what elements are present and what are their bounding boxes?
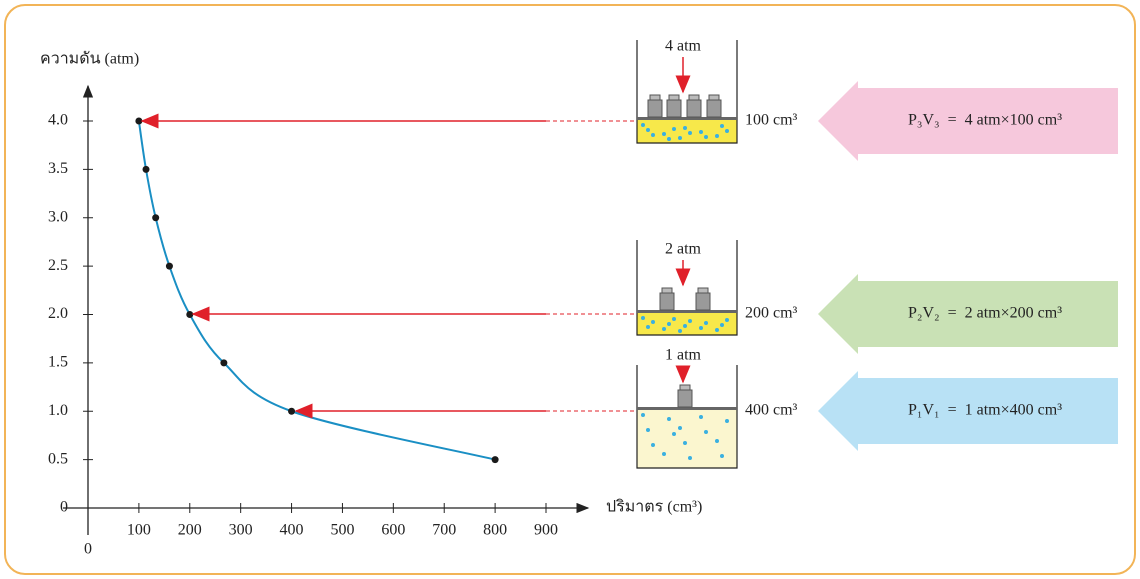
y-tick-label: 3.5 bbox=[48, 160, 68, 177]
molecule bbox=[720, 323, 724, 327]
molecule bbox=[646, 128, 650, 132]
weight bbox=[667, 100, 681, 117]
molecule bbox=[699, 415, 703, 419]
molecule bbox=[667, 322, 671, 326]
molecule bbox=[720, 124, 724, 128]
molecule bbox=[678, 136, 682, 140]
molecule bbox=[667, 417, 671, 421]
molecule bbox=[725, 318, 729, 322]
y-tick-label: 2.5 bbox=[48, 257, 68, 274]
x-tick-label: 500 bbox=[330, 522, 354, 539]
molecule bbox=[651, 443, 655, 447]
weight-cap bbox=[689, 95, 699, 100]
molecule bbox=[699, 130, 703, 134]
pressure-label: 1 atm bbox=[665, 347, 702, 364]
molecule bbox=[641, 123, 645, 127]
molecule bbox=[715, 134, 719, 138]
weight-cap bbox=[662, 288, 672, 293]
molecule bbox=[688, 456, 692, 460]
data-point bbox=[135, 118, 142, 125]
molecule bbox=[715, 328, 719, 332]
x-tick-label: 600 bbox=[381, 522, 405, 539]
weight bbox=[678, 390, 692, 407]
molecule bbox=[662, 132, 666, 136]
molecule bbox=[646, 428, 650, 432]
y-tick-label: 0 bbox=[60, 499, 68, 516]
weight bbox=[648, 100, 662, 117]
molecule bbox=[688, 319, 692, 323]
weight-cap bbox=[709, 95, 719, 100]
molecule bbox=[678, 329, 682, 333]
weight-cap bbox=[680, 385, 690, 390]
y-axis-label: ความดัน (atm) bbox=[40, 51, 139, 68]
y-tick-label: 0.5 bbox=[48, 450, 68, 467]
equation: P₁V₁ = 1 atm×400 cm³ bbox=[908, 402, 1062, 419]
x-tick-label: 200 bbox=[178, 522, 202, 539]
molecule bbox=[688, 131, 692, 135]
molecule bbox=[672, 432, 676, 436]
volume-label: 400 cm³ bbox=[745, 402, 798, 419]
weight bbox=[707, 100, 721, 117]
x-tick-label: 300 bbox=[229, 522, 253, 539]
weight-cap bbox=[669, 95, 679, 100]
molecule bbox=[667, 137, 671, 141]
y-tick-label: 4.0 bbox=[48, 112, 68, 129]
molecule bbox=[725, 129, 729, 133]
molecule bbox=[651, 133, 655, 137]
weight bbox=[687, 100, 701, 117]
piston bbox=[637, 310, 737, 313]
x-tick-label: 700 bbox=[432, 522, 456, 539]
molecule bbox=[704, 321, 708, 325]
y-tick-label: 1.5 bbox=[48, 354, 68, 371]
data-point bbox=[288, 408, 295, 415]
molecule bbox=[662, 452, 666, 456]
molecule bbox=[704, 135, 708, 139]
data-point bbox=[152, 214, 159, 221]
molecule bbox=[720, 454, 724, 458]
volume-label: 100 cm³ bbox=[745, 112, 798, 129]
y-tick-label: 1.0 bbox=[48, 402, 68, 419]
gas bbox=[637, 410, 737, 468]
x-tick-label: 900 bbox=[534, 522, 558, 539]
molecule bbox=[725, 419, 729, 423]
volume-label: 200 cm³ bbox=[745, 305, 798, 322]
molecule bbox=[672, 317, 676, 321]
molecule bbox=[683, 126, 687, 130]
molecule bbox=[704, 430, 708, 434]
gas bbox=[637, 120, 737, 143]
equation: P₃V₃ = 4 atm×100 cm³ bbox=[908, 112, 1062, 129]
pressure-label: 4 atm bbox=[665, 38, 702, 55]
molecule bbox=[672, 127, 676, 131]
molecule bbox=[715, 439, 719, 443]
x-tick-label: 0 bbox=[84, 541, 92, 558]
figure: ความดัน (atm) ปริมาตร (cm³) 0 0.5 1.0 1.5 2.… bbox=[0, 0, 1140, 579]
x-axis-label: ปริมาตร (cm³) bbox=[606, 499, 702, 516]
data-point bbox=[220, 359, 227, 366]
molecule bbox=[641, 316, 645, 320]
x-tick-label: 400 bbox=[280, 522, 304, 539]
y-tick-label: 2.0 bbox=[48, 305, 68, 322]
molecule bbox=[641, 413, 645, 417]
y-tick-label: 3.0 bbox=[48, 208, 68, 225]
molecule bbox=[683, 324, 687, 328]
weight bbox=[696, 293, 710, 310]
weight-cap bbox=[698, 288, 708, 293]
x-tick-label: 100 bbox=[127, 522, 151, 539]
data-point bbox=[186, 311, 193, 318]
data-point bbox=[166, 263, 173, 270]
weight-cap bbox=[650, 95, 660, 100]
molecule bbox=[699, 326, 703, 330]
equation: P₂V₂ = 2 atm×200 cm³ bbox=[908, 305, 1062, 322]
molecule bbox=[683, 441, 687, 445]
molecule bbox=[662, 327, 666, 331]
data-point bbox=[492, 456, 499, 463]
data-point bbox=[143, 166, 150, 173]
molecule bbox=[646, 325, 650, 329]
x-tick-label: 800 bbox=[483, 522, 507, 539]
pressure-label: 2 atm bbox=[665, 241, 702, 258]
molecule bbox=[678, 426, 682, 430]
molecule bbox=[651, 320, 655, 324]
weight bbox=[660, 293, 674, 310]
